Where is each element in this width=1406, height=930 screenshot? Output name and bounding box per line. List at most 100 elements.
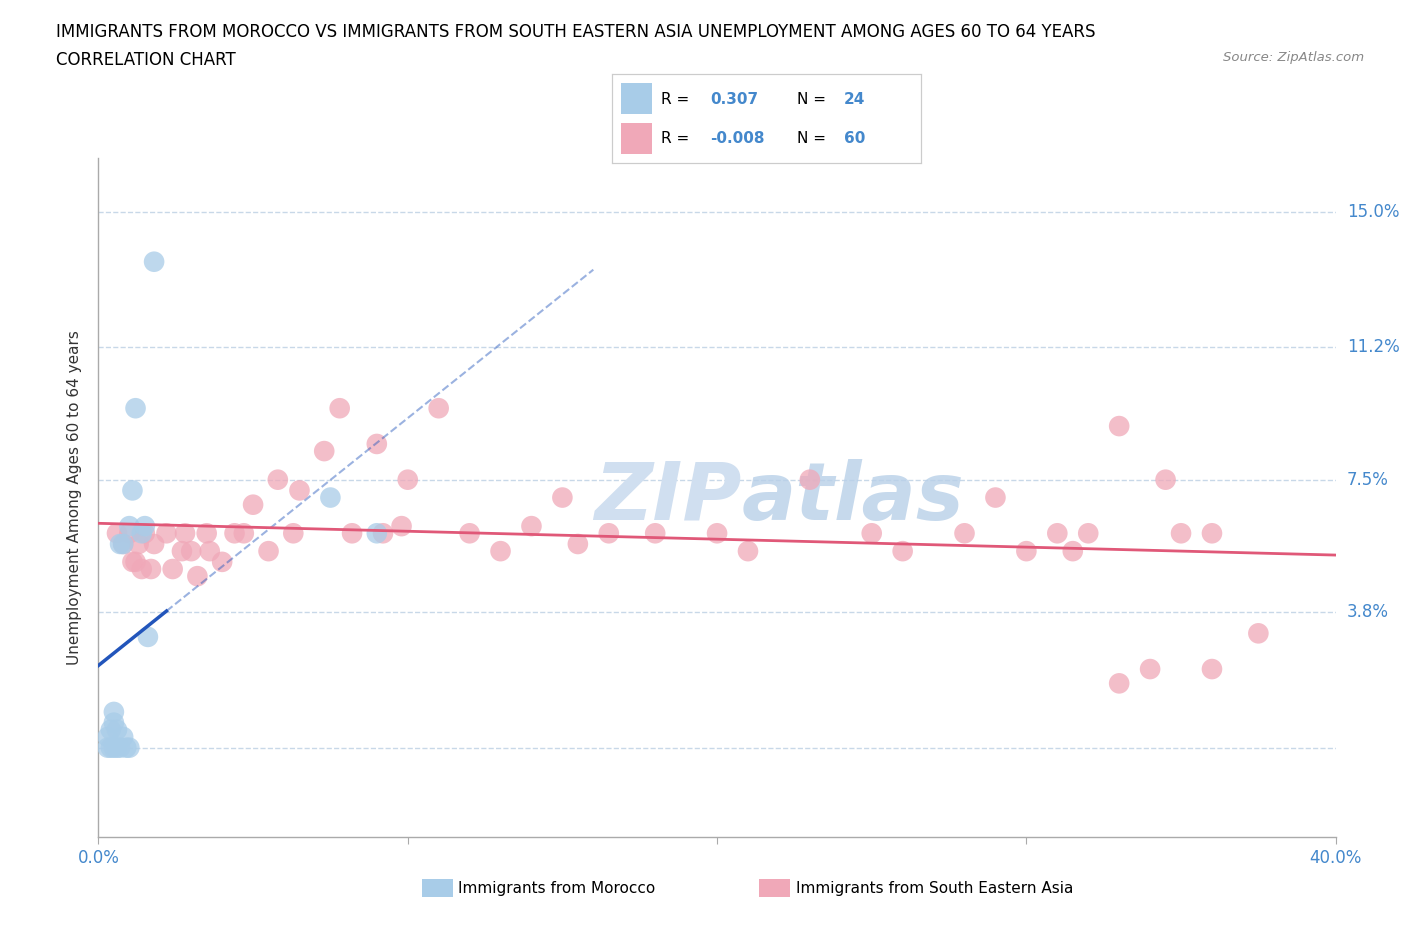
Point xyxy=(1247,626,1270,641)
Text: Immigrants from South Eastern Asia: Immigrants from South Eastern Asia xyxy=(796,881,1073,896)
Text: 60: 60 xyxy=(844,131,865,146)
Point xyxy=(134,519,156,534)
Point xyxy=(112,729,135,744)
Point xyxy=(267,472,290,487)
Point xyxy=(143,537,166,551)
Point xyxy=(391,519,413,534)
Point xyxy=(1062,544,1084,559)
Point xyxy=(644,525,666,540)
Point xyxy=(860,525,883,540)
Point xyxy=(124,554,146,569)
Point xyxy=(1108,418,1130,433)
Point xyxy=(984,490,1007,505)
Point xyxy=(1201,661,1223,676)
Text: Source: ZipAtlas.com: Source: ZipAtlas.com xyxy=(1223,51,1364,64)
Text: Immigrants from Morocco: Immigrants from Morocco xyxy=(458,881,655,896)
Point xyxy=(1139,661,1161,676)
Text: N =: N = xyxy=(797,131,831,146)
Point xyxy=(1154,472,1177,487)
Text: -0.008: -0.008 xyxy=(710,131,765,146)
Point xyxy=(891,544,914,559)
Point xyxy=(520,519,543,534)
Point xyxy=(136,630,159,644)
Point xyxy=(103,740,125,755)
Text: 11.2%: 11.2% xyxy=(1347,339,1399,356)
Point xyxy=(340,525,363,540)
Text: 15.0%: 15.0% xyxy=(1347,203,1399,220)
Point xyxy=(799,472,821,487)
Text: R =: R = xyxy=(661,131,695,146)
Text: CORRELATION CHART: CORRELATION CHART xyxy=(56,51,236,69)
Point xyxy=(1201,525,1223,540)
Point xyxy=(198,544,221,559)
Text: ZIP: ZIP xyxy=(595,458,742,537)
Point xyxy=(105,723,128,737)
Point xyxy=(1077,525,1099,540)
Point xyxy=(1015,544,1038,559)
Point xyxy=(211,554,233,569)
Point xyxy=(329,401,352,416)
Point xyxy=(737,544,759,559)
Text: N =: N = xyxy=(797,92,831,107)
Point xyxy=(115,740,138,755)
Point xyxy=(489,544,512,559)
Point xyxy=(427,401,450,416)
Point xyxy=(314,444,336,458)
Point xyxy=(366,436,388,451)
Point xyxy=(371,525,394,540)
Point xyxy=(105,525,128,540)
Point xyxy=(170,544,193,559)
Text: R =: R = xyxy=(661,92,695,107)
Point xyxy=(953,525,976,540)
Point xyxy=(100,723,122,737)
Point xyxy=(598,525,620,540)
Point xyxy=(121,483,143,498)
Point xyxy=(180,544,202,559)
Point xyxy=(319,490,342,505)
Text: 3.8%: 3.8% xyxy=(1347,603,1389,621)
Point xyxy=(155,525,177,540)
Point xyxy=(396,472,419,487)
Point xyxy=(195,525,218,540)
Point xyxy=(108,537,131,551)
Text: 0.307: 0.307 xyxy=(710,92,759,107)
Point xyxy=(108,740,131,755)
Point xyxy=(1046,525,1069,540)
Point xyxy=(706,525,728,540)
Point xyxy=(134,525,156,540)
Point xyxy=(567,537,589,551)
Point xyxy=(118,525,141,540)
Point xyxy=(1108,676,1130,691)
Point xyxy=(131,562,153,577)
Point xyxy=(112,537,135,551)
Point xyxy=(288,483,311,498)
Point xyxy=(121,554,143,569)
Point xyxy=(97,740,120,755)
Point xyxy=(112,537,135,551)
Bar xyxy=(621,84,652,114)
Point xyxy=(97,729,120,744)
Point xyxy=(103,705,125,720)
Text: atlas: atlas xyxy=(742,458,965,537)
Point xyxy=(105,740,128,755)
Text: IMMIGRANTS FROM MOROCCO VS IMMIGRANTS FROM SOUTH EASTERN ASIA UNEMPLOYMENT AMONG: IMMIGRANTS FROM MOROCCO VS IMMIGRANTS FR… xyxy=(56,23,1095,41)
Point xyxy=(283,525,305,540)
Point xyxy=(458,525,481,540)
Point xyxy=(232,525,254,540)
Point xyxy=(366,525,388,540)
Point xyxy=(186,569,208,584)
Point xyxy=(124,401,146,416)
Point xyxy=(103,715,125,730)
Point xyxy=(224,525,246,540)
Point xyxy=(128,537,150,551)
Point xyxy=(162,562,184,577)
Text: 7.5%: 7.5% xyxy=(1347,471,1389,488)
Point xyxy=(1170,525,1192,540)
Point xyxy=(143,254,166,269)
Point xyxy=(118,740,141,755)
Point xyxy=(242,498,264,512)
Y-axis label: Unemployment Among Ages 60 to 64 years: Unemployment Among Ages 60 to 64 years xyxy=(67,330,83,665)
Text: 24: 24 xyxy=(844,92,865,107)
Point xyxy=(139,562,162,577)
Point xyxy=(257,544,280,559)
